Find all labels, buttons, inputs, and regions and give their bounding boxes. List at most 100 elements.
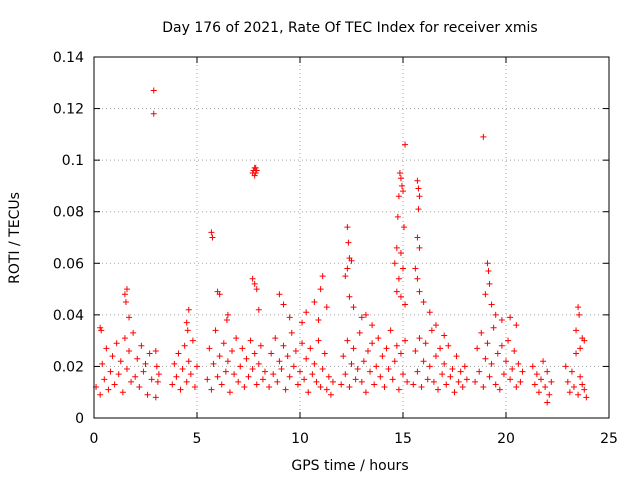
data-point — [430, 378, 437, 385]
data-point — [412, 347, 419, 354]
data-point — [155, 371, 162, 378]
data-point — [396, 170, 403, 177]
data-point — [286, 373, 293, 380]
data-point — [119, 389, 126, 396]
data-point — [404, 378, 411, 385]
data-point — [342, 371, 349, 378]
data-point — [184, 327, 191, 334]
data-point — [315, 337, 322, 344]
data-point — [474, 345, 481, 352]
data-point — [480, 133, 487, 140]
plot-frame — [93, 56, 610, 419]
data-point — [286, 314, 293, 321]
y-tick-labels: 0 0.02 0.04 0.06 0.08 0.1 0.12 0.14 — [53, 50, 84, 427]
data-point — [507, 376, 514, 383]
data-point — [416, 288, 423, 295]
data-point — [132, 373, 139, 380]
data-point — [395, 275, 402, 282]
data-point — [309, 371, 316, 378]
x-tick-label: 10 — [291, 431, 309, 447]
data-point — [345, 239, 352, 246]
data-point — [445, 342, 452, 349]
data-point — [439, 371, 446, 378]
data-point — [395, 386, 402, 393]
data-point — [98, 327, 105, 334]
data-point — [519, 368, 526, 375]
data-point — [350, 304, 357, 311]
data-point — [329, 378, 336, 385]
data-point — [284, 353, 291, 360]
data-point — [317, 384, 324, 391]
data-point — [455, 378, 462, 385]
data-point — [239, 345, 246, 352]
data-point — [105, 386, 112, 393]
data-point — [311, 298, 318, 305]
data-point — [253, 286, 260, 293]
data-point — [509, 366, 516, 373]
data-point — [387, 327, 394, 334]
data-point — [303, 355, 310, 362]
data-point — [321, 350, 328, 357]
data-point — [420, 358, 427, 365]
data-point — [220, 340, 227, 347]
data-point — [152, 394, 159, 401]
data-point — [185, 358, 192, 365]
data-point — [488, 360, 495, 367]
data-point — [410, 381, 417, 388]
data-point — [472, 378, 479, 385]
data-point — [485, 268, 492, 275]
data-point — [348, 360, 355, 367]
y-tick-label: 0.14 — [53, 50, 84, 66]
data-point — [140, 368, 147, 375]
data-point — [566, 389, 573, 396]
data-point — [150, 110, 157, 117]
data-point — [249, 275, 256, 282]
data-point — [103, 345, 110, 352]
data-point — [134, 355, 141, 362]
data-point — [573, 350, 580, 357]
data-point — [576, 311, 583, 318]
data-point — [97, 391, 104, 398]
data-point — [257, 342, 264, 349]
data-point — [315, 317, 322, 324]
data-point — [548, 378, 555, 385]
data-point — [251, 350, 258, 357]
data-point — [435, 386, 442, 393]
data-point — [251, 172, 258, 179]
data-point — [99, 360, 106, 367]
data-point — [255, 360, 262, 367]
data-point — [278, 366, 285, 373]
data-point — [542, 384, 549, 391]
data-point — [488, 301, 495, 308]
data-point — [533, 371, 540, 378]
data-point — [358, 314, 365, 321]
data-point — [482, 291, 489, 298]
data-point — [371, 381, 378, 388]
data-point — [210, 360, 217, 367]
data-point — [401, 224, 408, 231]
data-point — [280, 342, 287, 349]
y-tick-label: 0 — [75, 411, 84, 427]
data-point — [117, 358, 124, 365]
data-point — [484, 340, 491, 347]
data-point — [540, 358, 547, 365]
data-point — [416, 244, 423, 251]
data-point — [346, 293, 353, 300]
data-point — [297, 368, 303, 375]
data-point — [169, 381, 176, 388]
data-point — [299, 319, 306, 326]
data-point — [397, 293, 404, 300]
data-point — [292, 347, 299, 354]
data-point — [253, 381, 260, 388]
data-point — [340, 353, 347, 360]
data-point — [575, 304, 582, 311]
data-point — [282, 386, 289, 393]
data-point — [212, 327, 219, 334]
data-point — [255, 306, 262, 313]
data-point — [317, 286, 324, 293]
data-point — [142, 360, 149, 367]
data-point — [494, 350, 501, 357]
data-point — [362, 389, 369, 396]
data-point — [274, 378, 281, 385]
data-point — [138, 342, 145, 349]
